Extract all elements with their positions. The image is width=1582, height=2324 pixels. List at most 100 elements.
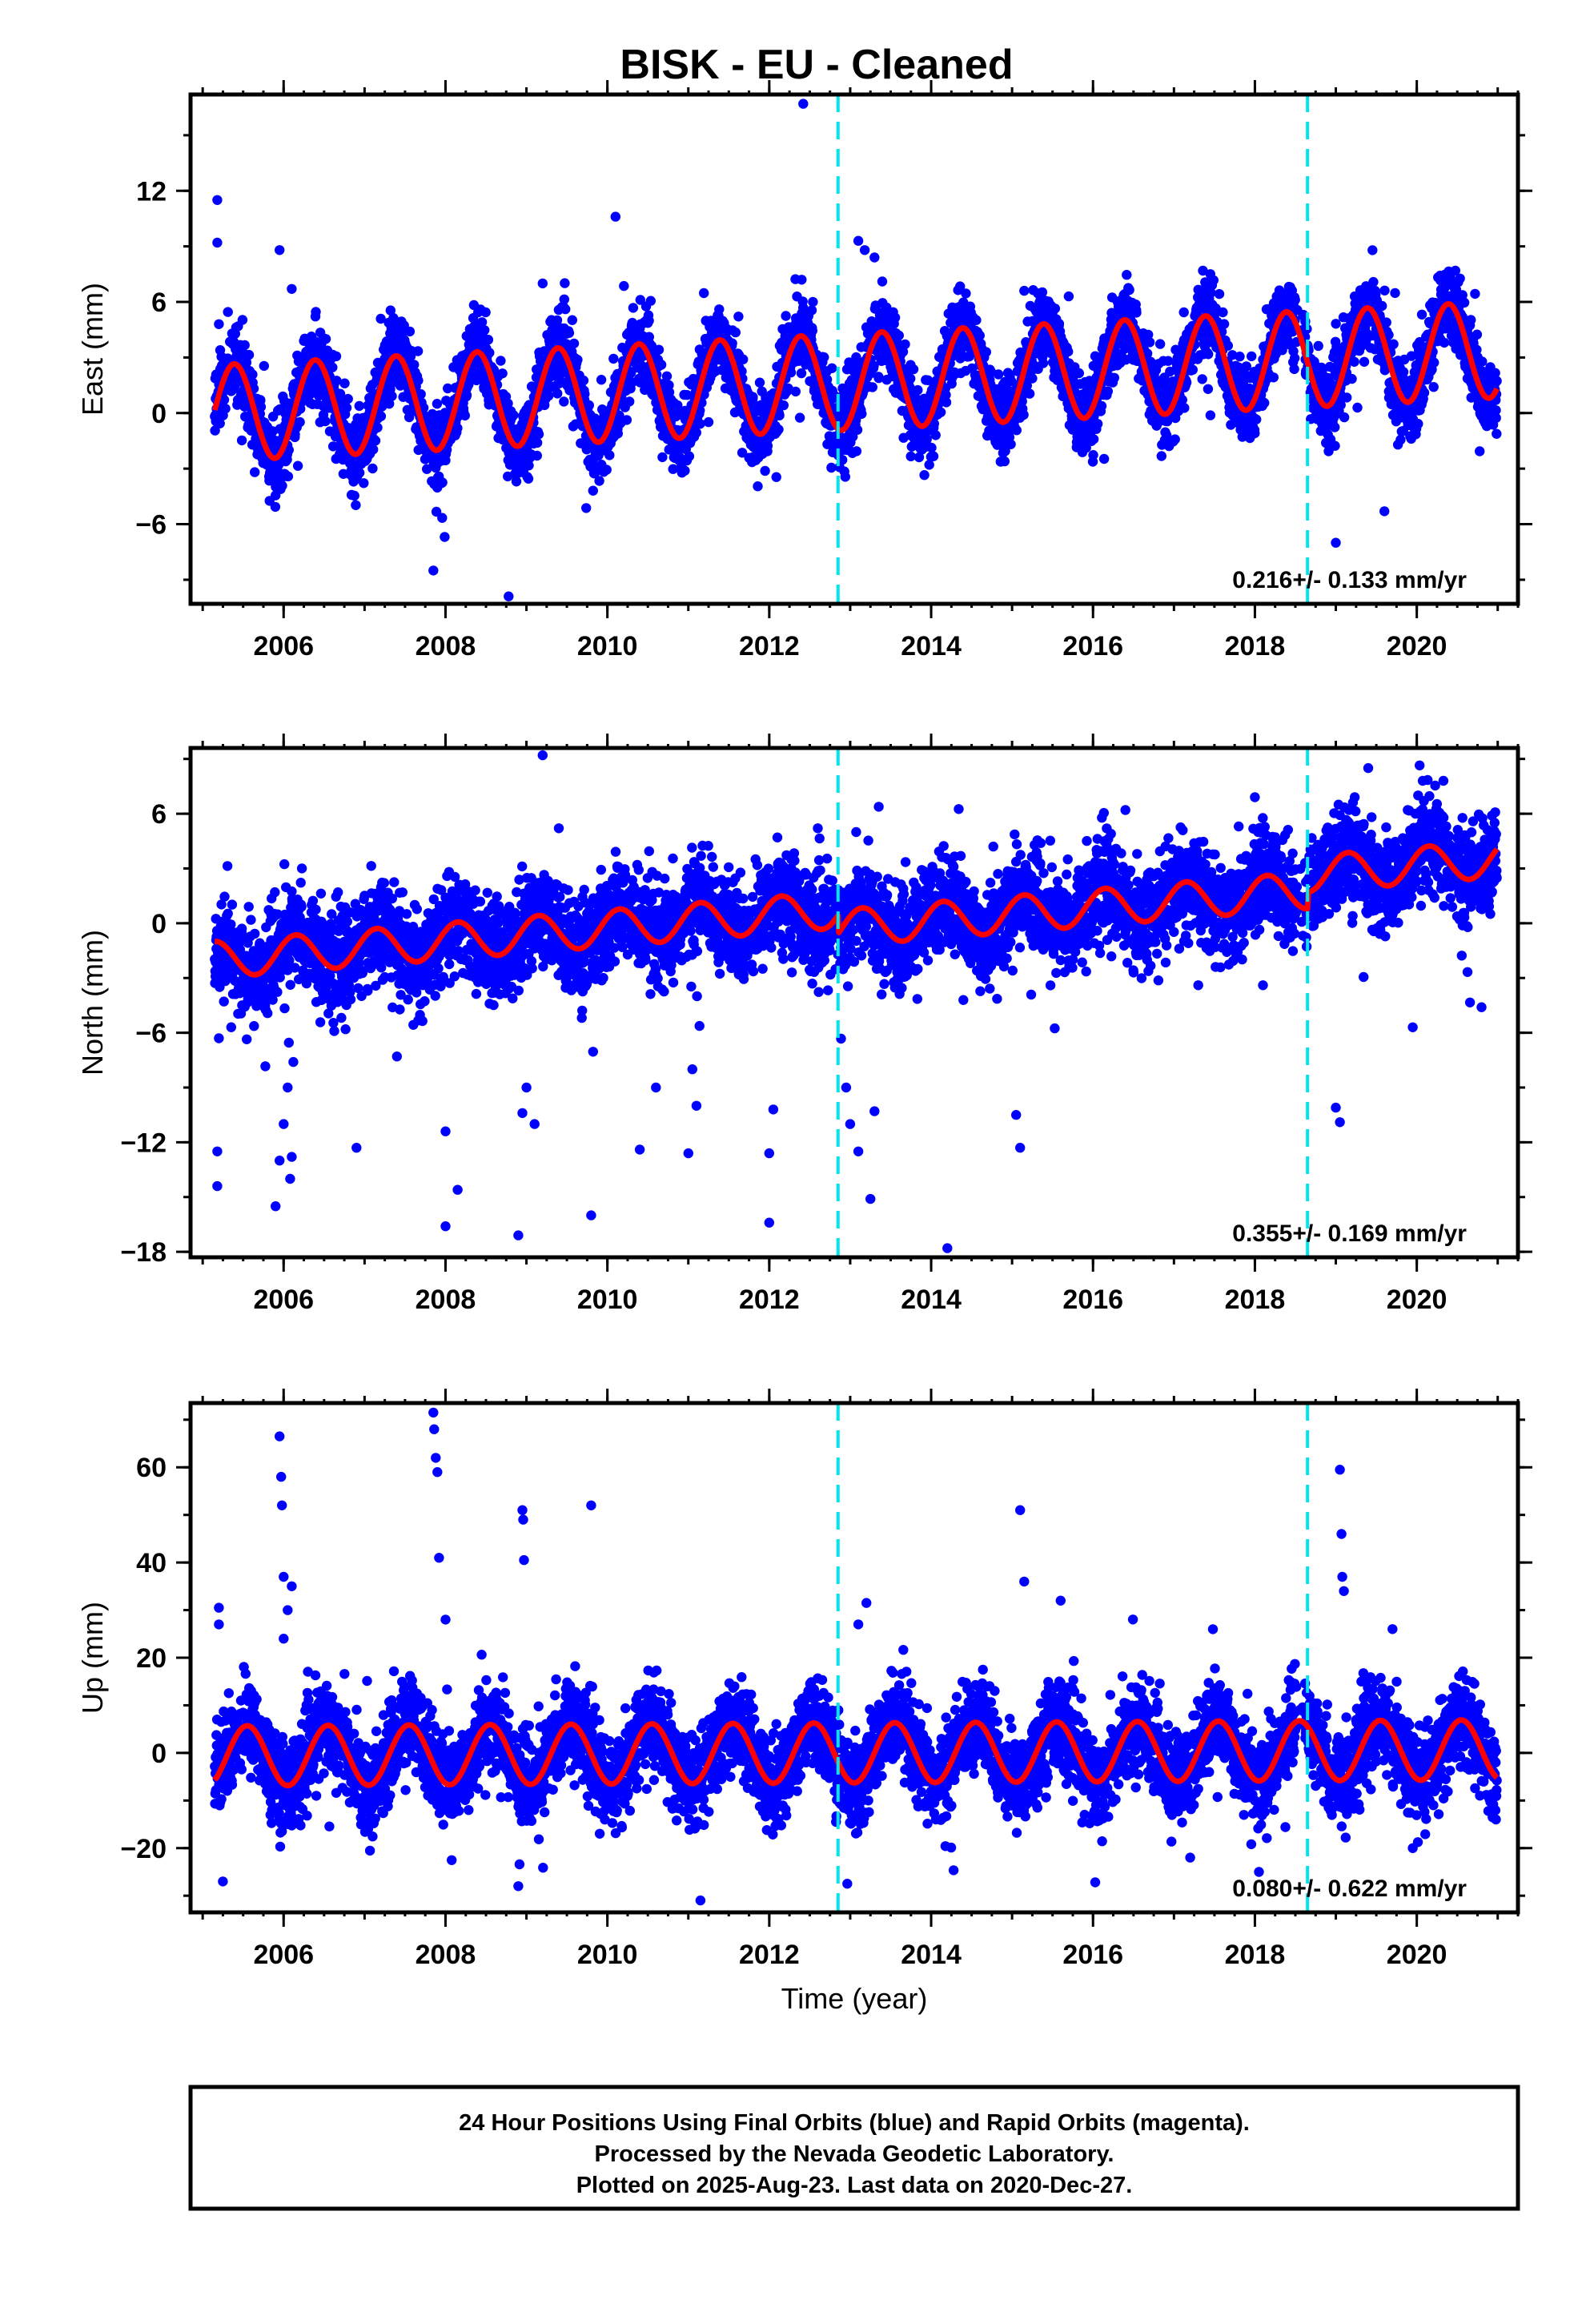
footer-line-1: 24 Hour Positions Using Final Orbits (bl… (459, 2110, 1250, 2136)
up-outlier-point (279, 1634, 289, 1644)
up-outlier-point (432, 1467, 443, 1478)
north-outlier-point (283, 1082, 293, 1093)
north-outlier-point (452, 1184, 463, 1195)
north-outlier-point (212, 1180, 223, 1192)
up-outlier-point (275, 1431, 285, 1441)
up-ytick-label: 20 (136, 1643, 167, 1674)
north-axes-frame (188, 746, 1520, 1260)
east-outlier-point (1331, 537, 1341, 548)
east-outlier-point (428, 565, 439, 576)
up-outlier-point (429, 1424, 440, 1434)
up-outlier-point (276, 1471, 287, 1482)
east-ytick-label: 0 (151, 399, 167, 429)
north-xtick-label: 2018 (1225, 1285, 1286, 1315)
north-outlier-point (351, 1143, 362, 1153)
up-outlier-point (695, 1895, 706, 1906)
east-ytick-label: 12 (136, 176, 167, 207)
north-outlier-point (1015, 1143, 1026, 1153)
north-outlier-point (845, 1119, 856, 1129)
north-ytick-label: 0 (151, 909, 167, 939)
east-outlier-point (214, 319, 224, 329)
east-xtick-label: 2010 (577, 631, 638, 661)
north-xtick-label: 2006 (253, 1285, 314, 1315)
up-outlier-point (1254, 1867, 1264, 1877)
north-ytick-label: 6 (151, 799, 167, 830)
east-outlier-point (504, 591, 514, 601)
up-outlier-point (1336, 1529, 1347, 1539)
up-outlier-point (1387, 1624, 1398, 1634)
north-outlier-point (279, 1119, 289, 1129)
north-outlier-point (586, 1210, 596, 1220)
east-ytick-label: −6 (135, 510, 167, 541)
north-outlier-point (772, 832, 783, 842)
north-outlier-point (853, 1146, 864, 1157)
up-model-fit-line (212, 1717, 1500, 1789)
north-xtick-label: 2012 (739, 1285, 800, 1315)
up-outlier-point (218, 1876, 228, 1887)
footer-line-2: Processed by the Nevada Geodetic Laborat… (595, 2141, 1114, 2167)
north-outlier-point (764, 1148, 774, 1159)
north-outlier-point (683, 1148, 693, 1159)
up-xtick-label: 2014 (901, 1940, 962, 1970)
north-y-axis-label: North (mm) (76, 930, 109, 1076)
east-outlier-point (1435, 289, 1447, 300)
north-model-fit-line (212, 843, 1500, 978)
north-outlier-point (214, 1033, 224, 1043)
north-outlier-point (1234, 821, 1244, 832)
north-xtick-label: 2014 (901, 1285, 962, 1315)
up-outlier-point (279, 1571, 289, 1582)
up-panel: −20 0 20 40 60 2006 2008 2010 2012 2014 2016 2018 20… (76, 1389, 1532, 2015)
up-outlier-point (1335, 1465, 1345, 1475)
footer-line-3: Plotted on 2025-Aug-23. Last data on 202… (576, 2173, 1133, 2198)
north-outlier-point (691, 1100, 702, 1112)
north-outlier-point (1407, 1022, 1418, 1033)
east-ytick-label: 6 (151, 287, 167, 318)
footer-frame (188, 2085, 1520, 2211)
east-xtick-label: 2012 (739, 631, 800, 661)
up-xtick-label: 2020 (1387, 1940, 1447, 1970)
x-axis-label: Time (year) (781, 1982, 928, 2015)
up-xtick-label: 2012 (739, 1940, 800, 1970)
north-outlier-point (764, 1217, 774, 1228)
east-outlier-point (859, 245, 870, 255)
up-xtick-label: 2006 (253, 1940, 314, 1970)
up-ytick-label: 40 (136, 1548, 167, 1578)
up-ytick-label: −20 (120, 1834, 167, 1864)
east-panel: −6 0 6 12 2006 2008 2010 2012 2014 2016 2018 2020 Ea… (76, 80, 1532, 661)
up-outlier-point (434, 1553, 444, 1563)
up-y-axis-label: Up (mm) (76, 1602, 109, 1714)
north-outlier-point (440, 1126, 451, 1136)
north-outlier-point (768, 1104, 779, 1115)
north-outlier-point (942, 1243, 953, 1253)
north-ytick-label: −6 (135, 1019, 167, 1049)
up-outlier-point (283, 1605, 293, 1615)
east-outlier-point (869, 252, 880, 263)
north-outlier-point (271, 1201, 281, 1212)
north-xtick-label: 2008 (416, 1285, 476, 1315)
east-outlier-point (287, 283, 297, 294)
north-outlier-point (440, 1221, 451, 1232)
north-outlier-point (1476, 1002, 1487, 1012)
north-outlier-point (869, 1106, 880, 1116)
up-outlier-point (440, 1614, 451, 1625)
north-outlier-point (521, 1082, 532, 1093)
east-outlier-point (275, 245, 285, 255)
north-outlier-point (285, 1173, 295, 1184)
north-outlier-point (1120, 805, 1130, 815)
north-outlier-point (537, 750, 548, 761)
up-outlier-point (214, 1619, 224, 1630)
north-outlier-point (634, 1144, 645, 1155)
north-xtick-label: 2016 (1062, 1285, 1123, 1315)
north-outlier-point (287, 1152, 297, 1162)
north-outlier-point (288, 1056, 299, 1068)
north-outlier-point (391, 1051, 402, 1062)
north-xtick-label: 2020 (1387, 1285, 1447, 1315)
north-outlier-point (1193, 980, 1203, 991)
north-panel: −18 −12 −6 0 6 2006 2008 2010 2012 2014 2016 2018 20… (76, 734, 1532, 1315)
up-outlier-point (214, 1602, 224, 1613)
figure-title: BISK - EU - Cleaned (620, 42, 1013, 88)
up-outlier-point (586, 1500, 596, 1511)
up-plot-area (210, 1407, 1502, 1906)
up-outlier-point (519, 1554, 529, 1566)
up-outlier-point (1015, 1505, 1026, 1515)
